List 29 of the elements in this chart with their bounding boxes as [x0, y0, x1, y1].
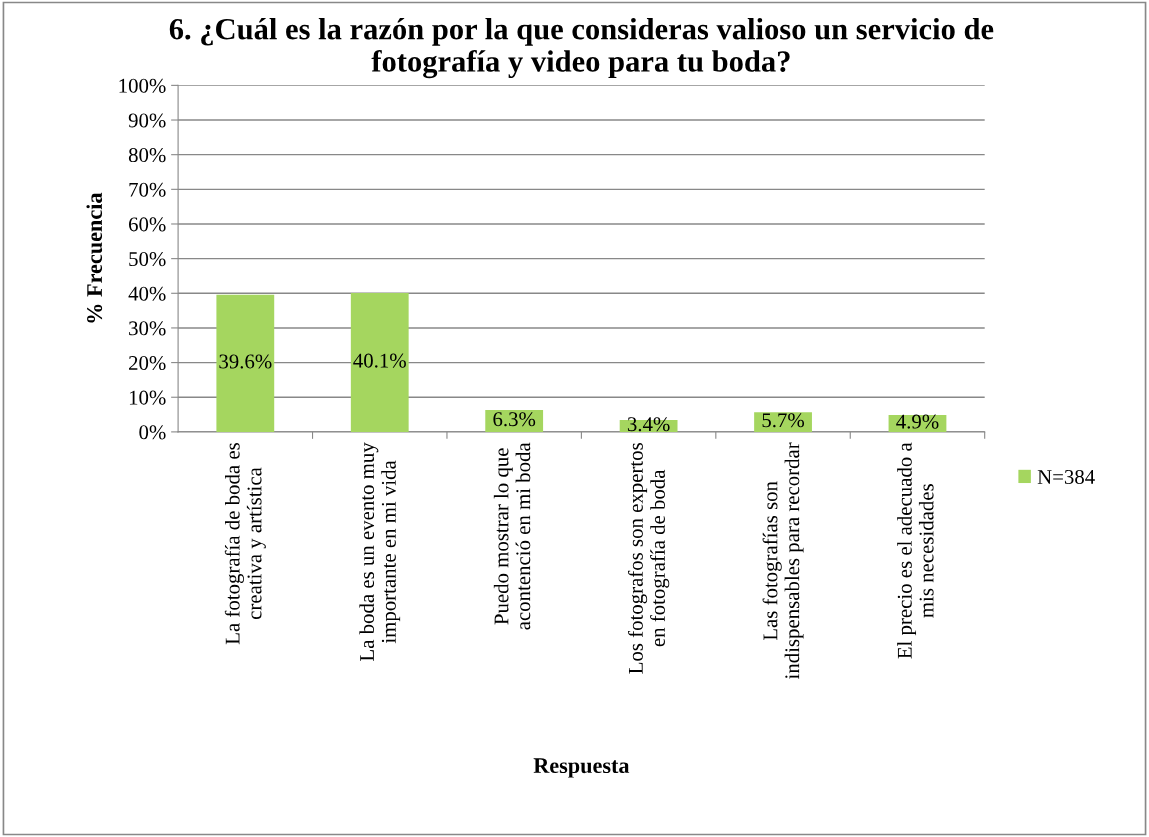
x-tick-label: La boda es un evento muy importante en mi vida	[359, 442, 401, 661]
x-tick-label: Los fotografos son expertos en fotografía de boda	[627, 443, 670, 674]
y-tick-label: 30%	[129, 321, 166, 336]
y-axis-title: % Frecuencia	[86, 192, 103, 323]
legend-label: N=384	[1037, 469, 1095, 484]
y-tick-label: 40%	[128, 286, 166, 301]
x-tick-label: Las fotografías son indispensables para recordar	[762, 442, 804, 680]
data-label: 4.9%	[896, 414, 939, 429]
data-label: 3.4%	[627, 417, 670, 432]
data-label: 5.7%	[762, 413, 805, 428]
y-tick-label: 0%	[139, 425, 166, 440]
y-tick-label: 100%	[119, 78, 166, 93]
data-label: 40.1%	[353, 353, 406, 368]
y-tick-label: 10%	[129, 390, 166, 405]
x-tick-label: La fotografía de boda es creativa y artística	[224, 443, 266, 645]
y-tick-label: 60%	[129, 217, 166, 232]
x-tick-label: Puedo mostrar lo que acontenció en mi boda	[493, 442, 531, 630]
data-label: 39.6%	[219, 354, 272, 369]
y-tick-label: 80%	[128, 148, 166, 163]
x-axis-title: Respuesta	[533, 758, 630, 778]
bar	[350, 292, 409, 432]
y-tick-label: 20%	[129, 355, 166, 371]
y-tick-label: 50%	[129, 252, 166, 267]
data-label: 6.3%	[493, 412, 536, 427]
y-tick-label: 90%	[128, 113, 166, 128]
bar	[216, 294, 275, 432]
y-tick-label: 70%	[129, 182, 166, 197]
chart-title: 6. ¿Cuál es la razón por la que consideras valioso un servicio de fotografía y video para tu boda?	[169, 17, 994, 79]
x-tick-label: El precio es el adecuado a mis necesidades	[897, 442, 934, 659]
